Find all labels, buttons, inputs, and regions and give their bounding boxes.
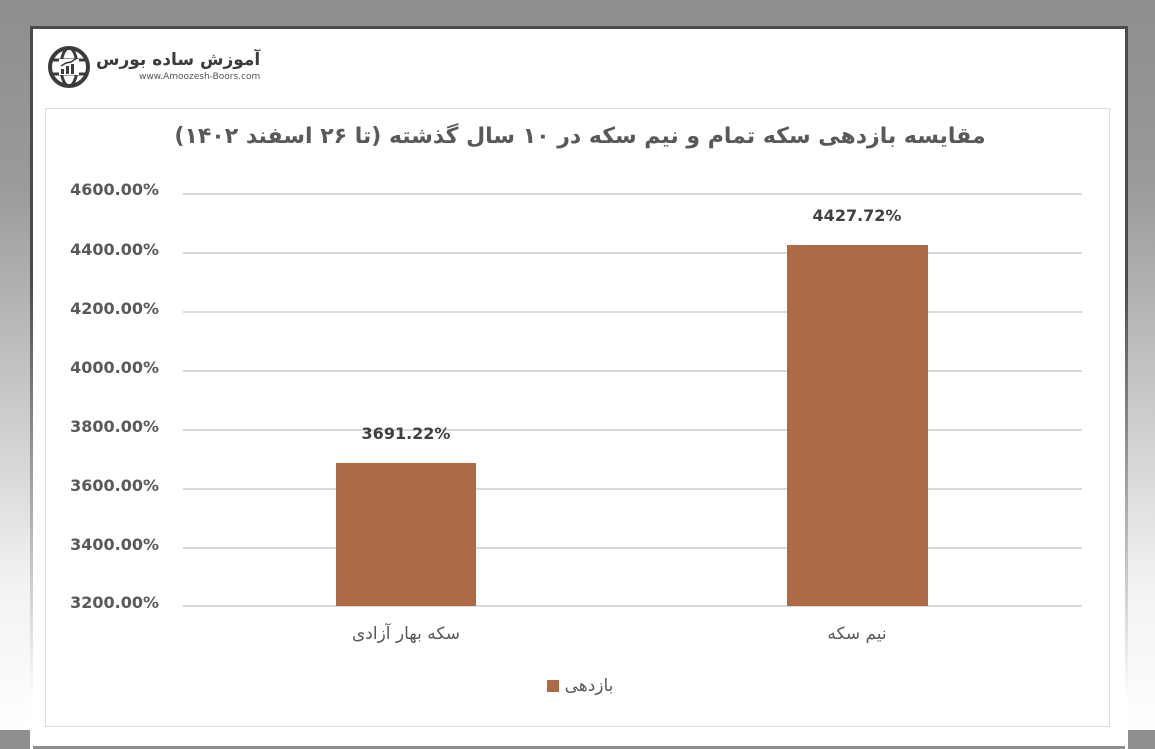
brand-logo: آموزش ساده بورس www.Amoozesh-Boors.com [48,46,260,88]
gridline [183,193,1082,195]
x-tick-label-nim-sekke: نیم سکه [827,624,887,644]
gridline [183,311,1082,313]
bar-nim-sekke [787,245,928,606]
bar-bahar-azadi [336,463,476,606]
gridline [183,252,1082,254]
legend: بازدهی [520,676,640,696]
gridline [183,488,1082,490]
logo-title: آموزش ساده بورس [96,50,261,70]
chart-container [45,108,1110,727]
legend-label: بازدهی [564,676,614,696]
legend-swatch [546,680,559,692]
gridline [183,547,1082,549]
data-label-bahar-azadi: 3691.22% [361,424,451,443]
y-tick-label: 4000.00% [70,358,159,377]
gridline [183,370,1082,372]
y-tick-label: 3600.00% [70,476,159,495]
y-tick-label: 4400.00% [70,240,159,259]
y-tick-label: 3800.00% [70,417,159,436]
y-tick-label: 4200.00% [70,299,159,318]
x-tick-label-bahar-azadi: سکه بهار آزادی [351,624,461,644]
chart-title: مقایسه بازدهی سکه تمام و نیم سکه در ۱۰ س… [174,124,986,149]
y-tick-label: 3200.00% [70,593,159,612]
globe-chart-icon [48,46,90,88]
logo-url: www.Amoozesh-Boors.com [138,72,261,82]
data-label-nim-sekke: 4427.72% [812,206,902,225]
y-tick-label: 3400.00% [70,535,159,554]
x-axis-baseline [183,605,1082,607]
y-tick-label: 4600.00% [70,180,159,199]
plot-area [183,193,1082,607]
gridline [183,429,1082,431]
